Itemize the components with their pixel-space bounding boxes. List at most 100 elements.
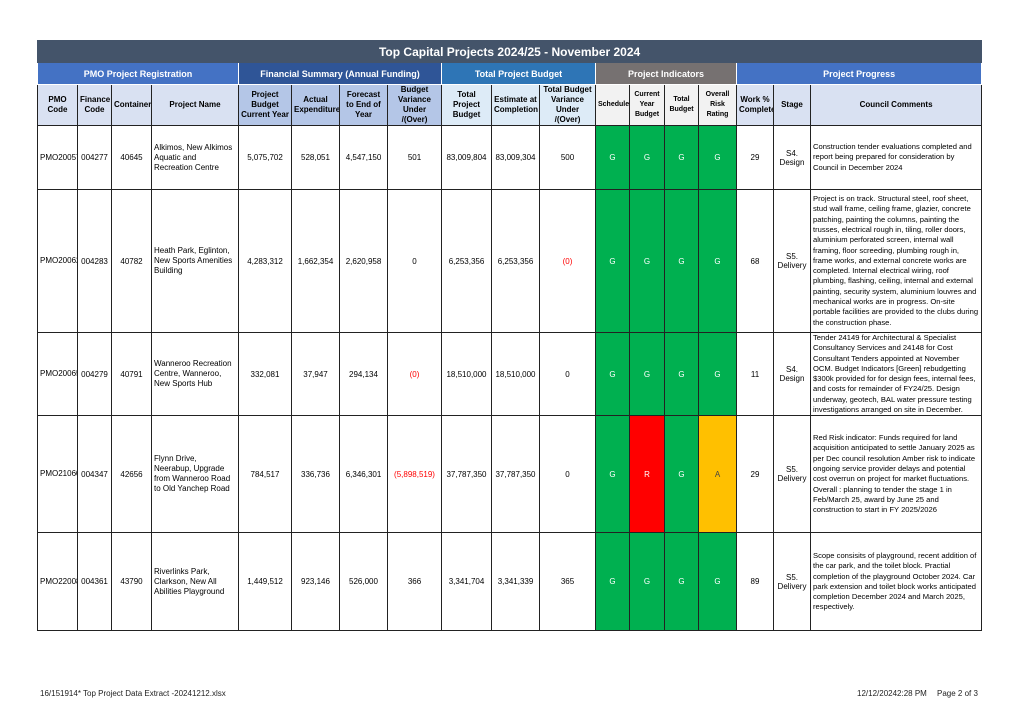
report-title: Top Capital Projects 2024/25 - November …: [36, 40, 983, 63]
cell-name: Riverlinks Park, Clarkson, New All Abili…: [151, 532, 239, 632]
column-header: Overall Risk Rating: [698, 84, 737, 126]
cell-container: 40645: [111, 125, 152, 190]
cell-eac: 37,787,350: [491, 415, 540, 534]
cell-forecast: 294,134: [339, 331, 388, 417]
cell-name: Alkimos, New Alkimos Aquatic and Recreat…: [151, 125, 239, 190]
cell-cy-budget: G: [629, 189, 665, 333]
cell-name: Flynn Drive, Neerabup, Upgrade from Wann…: [151, 415, 239, 534]
cell-schedule: G: [595, 189, 630, 333]
table-row: PMO22008 004361 43790 Riverlinks Park, Clar…: [37, 532, 983, 632]
cell-total-budget: 18,510,000: [441, 331, 492, 417]
cell-container: 40791: [111, 331, 152, 417]
cell-pmo: PMO20057: [37, 125, 78, 190]
group-progress: Project Progress: [735, 62, 983, 85]
cell-variance: (0): [387, 331, 442, 417]
cell-tot-budget: G: [664, 532, 699, 632]
column-header: Work % Complete: [736, 84, 774, 126]
cell-stage: S4. Design: [773, 331, 811, 417]
cell-pmo: PMO20062: [37, 189, 78, 333]
cell-cy-budget: R: [629, 415, 665, 534]
cell-finance: 004279: [77, 331, 112, 417]
cell-work: 89: [736, 532, 774, 632]
cell-eac: 3,341,339: [491, 532, 540, 632]
cell-actual: 1,662,354: [291, 189, 340, 333]
cell-name: Heath Park, Eglinton, New Sports Ameniti…: [151, 189, 239, 333]
column-header: Project Name: [151, 84, 239, 126]
footer-page: Page 2 of 3: [937, 689, 978, 698]
table-row: PMO20057 004277 40645 Alkimos, New Alkimos …: [37, 125, 983, 190]
cell-name: Wanneroo Recreation Centre, Wanneroo, Ne…: [151, 331, 239, 417]
cell-actual: 336,736: [291, 415, 340, 534]
cell-finance: 004283: [77, 189, 112, 333]
column-header: Total Budget: [664, 84, 699, 126]
cell-tot-budget: G: [664, 125, 699, 190]
table-row: PMO20062 004283 40782 Heath Park, Eglinton,…: [37, 189, 983, 333]
table-row: PMO21060 004347 42656 Flynn Drive, Neerabup…: [37, 415, 983, 534]
capital-projects-table: Top Capital Projects 2024/25 - November …: [36, 40, 983, 632]
cell-budget-cy: 4,283,312: [238, 189, 292, 333]
column-header: Total Budget Variance Under /(Over): [539, 84, 596, 126]
cell-stage: S5. Delivery: [773, 532, 811, 632]
cell-total-budget: 6,253,356: [441, 189, 492, 333]
cell-finance: 004277: [77, 125, 112, 190]
cell-cy-budget: G: [629, 331, 665, 417]
table-row: PMO20065 004279 40791 Wanneroo Recreation C…: [37, 331, 983, 417]
cell-risk: G: [698, 125, 737, 190]
cell-tot-budget: G: [664, 189, 699, 333]
cell-variance: 0: [387, 189, 442, 333]
cell-actual: 37,947: [291, 331, 340, 417]
cell-cy-budget: G: [629, 532, 665, 632]
cell-forecast: 2,620,958: [339, 189, 388, 333]
cell-total-variance: 365: [539, 532, 596, 632]
column-header: Estimate at Completion: [491, 84, 540, 126]
cell-finance: 004361: [77, 532, 112, 632]
cell-forecast: 4,547,150: [339, 125, 388, 190]
cell-comments: Red Risk indicator: Funds required for l…: [809, 415, 983, 534]
cell-comments: Construction tender evaluations complete…: [809, 125, 983, 190]
footer-filename: 16/151914* Top Project Data Extract -202…: [40, 689, 226, 698]
footer-timestamp: 12/12/20242:28 PM: [857, 689, 927, 698]
cell-total-variance: 0: [539, 331, 596, 417]
cell-eac: 18,510,000: [491, 331, 540, 417]
cell-stage: S5. Delivery: [773, 415, 811, 534]
cell-stage: S5. Delivery: [773, 189, 811, 333]
cell-total-variance: (0): [539, 189, 596, 333]
cell-comments: Scope consisits of playground, recent ad…: [809, 532, 983, 632]
column-header: PMO Code: [37, 84, 78, 126]
cell-variance: (5,898,519): [387, 415, 442, 534]
cell-actual: 923,146: [291, 532, 340, 632]
cell-comments: Tender 24149 for Architectural & Special…: [809, 331, 983, 417]
cell-work: 29: [736, 125, 774, 190]
cell-schedule: G: [595, 415, 630, 534]
column-header: Stage: [773, 84, 811, 126]
cell-forecast: 526,000: [339, 532, 388, 632]
column-header: Project Budget Current Year: [238, 84, 292, 126]
cell-total-budget: 83,009,804: [441, 125, 492, 190]
cell-container: 40782: [111, 189, 152, 333]
cell-tot-budget: G: [664, 331, 699, 417]
cell-schedule: G: [595, 331, 630, 417]
cell-work: 11: [736, 331, 774, 417]
column-header: Forecast to End of Year: [339, 84, 388, 126]
cell-budget-cy: 5,075,702: [238, 125, 292, 190]
cell-total-budget: 37,787,350: [441, 415, 492, 534]
cell-tot-budget: G: [664, 415, 699, 534]
group-registration: PMO Project Registration: [37, 62, 239, 85]
cell-eac: 6,253,356: [491, 189, 540, 333]
cell-stage: S4. Design: [773, 125, 811, 190]
column-header: Actual Expenditure: [291, 84, 340, 126]
cell-total-variance: 0: [539, 415, 596, 534]
column-header: Council Comments: [809, 84, 983, 126]
cell-container: 42656: [111, 415, 152, 534]
cell-work: 68: [736, 189, 774, 333]
cell-variance: 501: [387, 125, 442, 190]
group-financial: Financial Summary (Annual Funding): [238, 62, 442, 85]
cell-pmo: PMO22008: [37, 532, 78, 632]
cell-comments: Project is on track. Structural steel, r…: [809, 189, 983, 333]
cell-budget-cy: 1,449,512: [238, 532, 292, 632]
column-header: Finance Code: [77, 84, 112, 126]
cell-forecast: 6,346,301: [339, 415, 388, 534]
cell-pmo: PMO20065: [37, 331, 78, 417]
cell-risk: G: [698, 331, 737, 417]
column-header: Budget Variance Under /(Over): [387, 84, 442, 126]
